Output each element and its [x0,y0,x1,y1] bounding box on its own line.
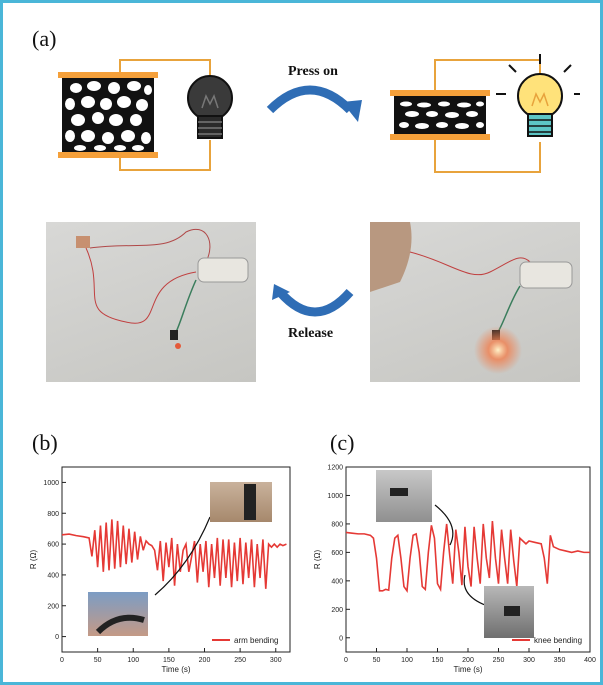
led-holder [170,330,178,340]
knee-xtick-label-3: 150 [432,657,444,664]
arm-ytick-label-5: 1000 [43,480,59,487]
arm-xtick-label-4: 200 [199,657,211,664]
chart-knee-bending: 0 50 100 150 200 250 300 350 400 0 200 400 600 800 100… [313,465,596,675]
knee-xtick-label-5: 250 [493,657,505,664]
panel-label-c: (c) [330,430,355,455]
knee-xlabel: Time (s) [453,665,482,674]
knee-ytick-label-2: 400 [331,578,343,585]
knee-ytick-label-0: 0 [339,635,343,642]
panel-label-b: (b) [32,430,58,455]
press-on-label: Press on [288,64,338,79]
wire-left-bottom [119,140,211,171]
arm-band [244,484,256,520]
arm-xtick-label-2: 100 [127,657,139,664]
arm-legend-label: arm bending [234,636,278,645]
finger-pressing [370,222,412,292]
knee-xtick-label-1: 50 [373,657,381,664]
elbow-band [95,614,145,635]
bulb-off-icon [187,75,233,139]
arm-xtick-label-5: 250 [234,657,246,664]
arm-ytick-label-2: 400 [47,572,59,579]
knee-band [504,606,520,616]
electrode-right-bottom [390,134,490,140]
knee-legend-label: knee bending [534,636,582,645]
sponge-uncompressed [62,78,154,152]
bulb-on-icon [496,54,580,137]
panel-label-a: (a) [32,26,57,51]
sponge-compressed [394,96,486,134]
release-label: Release [288,326,334,341]
sponge-sample [76,236,90,248]
knee-ytick-label-5: 1000 [327,493,343,500]
arm-xtick-label-3: 150 [163,657,175,664]
electrode-left-top [58,72,158,78]
wire-green [497,285,521,333]
knee-ytick-label-6: 1200 [327,465,343,472]
arm-ytick-label-1: 200 [47,603,59,610]
led-glow-icon [474,326,522,374]
knee-annotation-arrow-down [463,574,486,606]
schematic-diagram [58,54,580,173]
wire-right-bottom [434,140,541,173]
press-arrow-icon [266,85,354,114]
arm-xtick-label-1: 50 [94,657,102,664]
arm-plot-frame [61,466,291,653]
knee-xtick-label-8: 400 [584,657,596,664]
knee-band [390,488,408,496]
arm-xlabel: Time (s) [161,665,190,674]
inset-arm-photo [210,482,272,522]
inset-knee-bent-photo [484,586,534,638]
knee-xtick-label-4: 200 [462,657,474,664]
release-arrow-icon [272,284,354,317]
knee-ytick-label-4: 800 [331,521,343,528]
arm-series-line [61,519,287,589]
knee-xtick-label-0: 0 [344,657,348,664]
wire-red [409,251,531,276]
inset-elbow-photo [88,592,148,636]
arm-ytick-label-0: 0 [55,634,59,641]
arm-ylabel: R (Ω) [29,550,38,570]
knee-series-line [345,521,590,594]
knee-xtick-label-2: 100 [401,657,413,664]
arm-ytick-label-3: 600 [47,542,59,549]
multimeter-device [519,261,573,289]
wire-red-2 [89,228,211,263]
knee-annotation-arrow-up [434,504,454,546]
press-arrowhead-icon [342,100,362,122]
wire-red [85,247,197,324]
multimeter-device [197,257,249,283]
arm-xtick-label-0: 0 [60,657,64,664]
photo-released [46,222,256,382]
knee-ytick-label-3: 600 [331,550,343,557]
electrode-left-bottom [58,152,158,158]
chart-arm-bending: 0 50 100 150 200 250 300 0 200 400 600 800 1000 Time … [29,466,291,674]
inset-knee-straight-photo [376,470,432,522]
arm-annotation-arrow [154,516,211,596]
arm-ytick-label-4: 800 [47,511,59,518]
wire-green [175,279,197,333]
photo-pressed [370,222,580,382]
knee-xtick-label-7: 350 [554,657,566,664]
knee-xtick-label-6: 300 [523,657,535,664]
led-dim-icon [175,343,181,349]
knee-ylabel: R (Ω) [313,550,322,570]
knee-ytick-label-1: 200 [331,607,343,614]
arm-xtick-label-6: 300 [270,657,282,664]
electrode-right-top [390,90,490,96]
